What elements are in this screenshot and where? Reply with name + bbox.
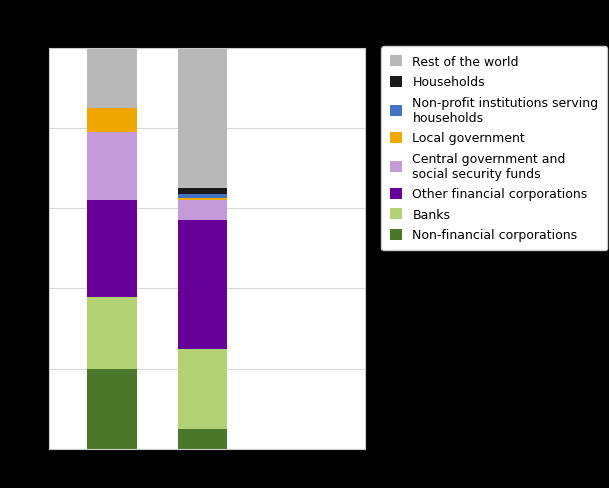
Bar bbox=[178, 49, 227, 189]
Bar bbox=[178, 195, 227, 199]
Bar bbox=[178, 221, 227, 349]
Bar bbox=[87, 297, 137, 369]
Bar bbox=[178, 429, 227, 449]
Legend: Rest of the world, Households, Non-profit institutions serving
households, Local: Rest of the world, Households, Non-profi… bbox=[381, 47, 607, 251]
Bar bbox=[87, 133, 137, 201]
Bar bbox=[87, 49, 137, 109]
Bar bbox=[87, 201, 137, 297]
Bar bbox=[178, 189, 227, 195]
Bar bbox=[178, 199, 227, 201]
Bar bbox=[87, 109, 137, 133]
Bar bbox=[87, 369, 137, 449]
Bar bbox=[178, 349, 227, 429]
Bar bbox=[178, 201, 227, 221]
